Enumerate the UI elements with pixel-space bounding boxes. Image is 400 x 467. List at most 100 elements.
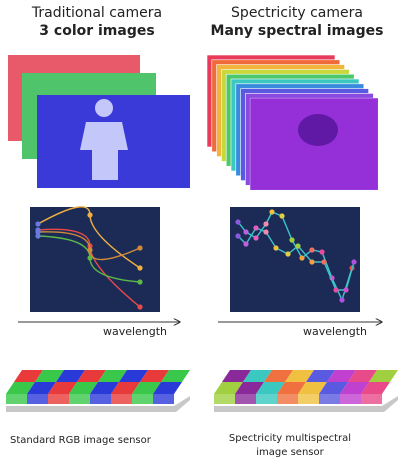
sensor-cell-top	[90, 382, 119, 394]
sensor-cell-top	[235, 382, 264, 394]
right-title: Spectricity camera	[231, 5, 363, 21]
sensor-cell-side	[277, 394, 298, 404]
left-caption: Standard RGB image sensor	[10, 435, 152, 446]
sensor-cell-side	[256, 394, 277, 404]
sensor-cell-side	[90, 394, 111, 404]
sensor-cell-side	[69, 394, 90, 404]
sensor-cell-top	[98, 370, 127, 382]
sensor-cell-top	[256, 382, 285, 394]
sensor-cell-top	[6, 382, 35, 394]
sensor-base	[6, 396, 190, 412]
sensor-cell-top	[306, 370, 335, 382]
spectrum-point	[243, 229, 249, 235]
sensor-cell-top	[35, 370, 64, 382]
spectrum-point	[137, 304, 143, 310]
sensor-cell-top	[69, 382, 98, 394]
sensor-cell-side	[214, 394, 235, 404]
sensor-cell-side	[6, 394, 27, 404]
spectrum-point	[235, 219, 241, 225]
sensor-cell-side	[153, 394, 174, 404]
spectrum-point	[87, 255, 93, 261]
sensor-cell-top	[348, 370, 377, 382]
spectral-image-figure	[298, 114, 338, 146]
spectrum-point	[333, 287, 339, 293]
sensor-cell-top	[327, 370, 356, 382]
sensor-cell-top	[298, 382, 327, 394]
sensor-cell-top	[111, 382, 140, 394]
spectrum-point	[263, 229, 269, 235]
sensor-cell-side	[111, 394, 132, 404]
sensors	[6, 370, 398, 412]
sensor-cell-top	[132, 382, 161, 394]
sensor-cell-side	[48, 394, 69, 404]
spectrum-point	[309, 247, 315, 253]
spectrum-point	[279, 213, 285, 219]
sensor-cell-top	[119, 370, 148, 382]
spectrum-point	[321, 259, 327, 265]
spectrum-point	[343, 287, 349, 293]
sensor-cell-top	[153, 382, 182, 394]
sensor-base	[214, 396, 398, 412]
spectrum-point	[35, 221, 41, 227]
sensor-cell-top	[161, 370, 190, 382]
sensor-cell-top	[222, 370, 251, 382]
left-title: Traditional camera	[31, 5, 162, 21]
spectral-stack	[206, 54, 379, 191]
right-plot	[230, 207, 360, 312]
spectrum-point	[285, 251, 291, 257]
right-axis-label: wavelength	[303, 325, 367, 338]
sensor-cell-side	[27, 394, 48, 404]
sensor-cell-top	[319, 382, 348, 394]
sensor-cell-top	[48, 382, 77, 394]
right-caption-line: image sensor	[256, 447, 324, 458]
spectrum-point	[289, 237, 295, 243]
spectrum-point	[253, 235, 259, 241]
spectrum-point	[137, 265, 143, 271]
spectrum-point	[35, 233, 41, 239]
right-caption-line: Spectricity multispectral	[229, 433, 351, 444]
sensor-cell-top	[214, 382, 243, 394]
spectrum-point	[137, 245, 143, 251]
sensor-cell-top	[77, 370, 106, 382]
sensor-cell-top	[14, 370, 43, 382]
spectrum-point	[87, 247, 93, 253]
spectrum-point	[319, 249, 325, 255]
sensor-cell-side	[132, 394, 153, 404]
sensor-cell-side	[235, 394, 256, 404]
spectrum-point	[339, 297, 345, 303]
sensor-cell-top	[243, 370, 272, 382]
spectrum-point	[137, 279, 143, 285]
sensor-cell-side	[361, 394, 382, 404]
sensor-cell-top	[27, 382, 56, 394]
spectrum-point	[263, 221, 269, 227]
spectrum-point	[253, 225, 259, 231]
spectrum-point	[235, 233, 241, 239]
spectrum-point	[295, 243, 301, 249]
sensor-cell-side	[319, 394, 340, 404]
sensor-cell-top	[369, 370, 398, 382]
sensor-cell-top	[56, 370, 85, 382]
spectrum-point	[35, 229, 41, 235]
spectrum-point	[87, 212, 93, 218]
sensor-cell-side	[298, 394, 319, 404]
left-subtitle: 3 color images	[39, 23, 154, 39]
sensor-cell-top	[285, 370, 314, 382]
sensor-cell-side	[340, 394, 361, 404]
spectrum-point	[351, 259, 357, 265]
sensor-cell-top	[264, 370, 293, 382]
sensor-cell-top	[340, 382, 369, 394]
spectrum-point	[269, 209, 275, 215]
curves	[35, 206, 357, 310]
sensor-cell-top	[140, 370, 169, 382]
spectrum-point	[273, 245, 279, 251]
spectrum-point	[309, 259, 315, 265]
spectrum-point	[243, 241, 249, 247]
left-axis-label: wavelength	[103, 325, 167, 338]
spectrum-point	[299, 255, 305, 261]
blue-image-figure	[80, 99, 128, 180]
sensor-cell-top	[277, 382, 306, 394]
right-subtitle: Many spectral images	[211, 23, 384, 39]
sensor-cell-top	[361, 382, 390, 394]
